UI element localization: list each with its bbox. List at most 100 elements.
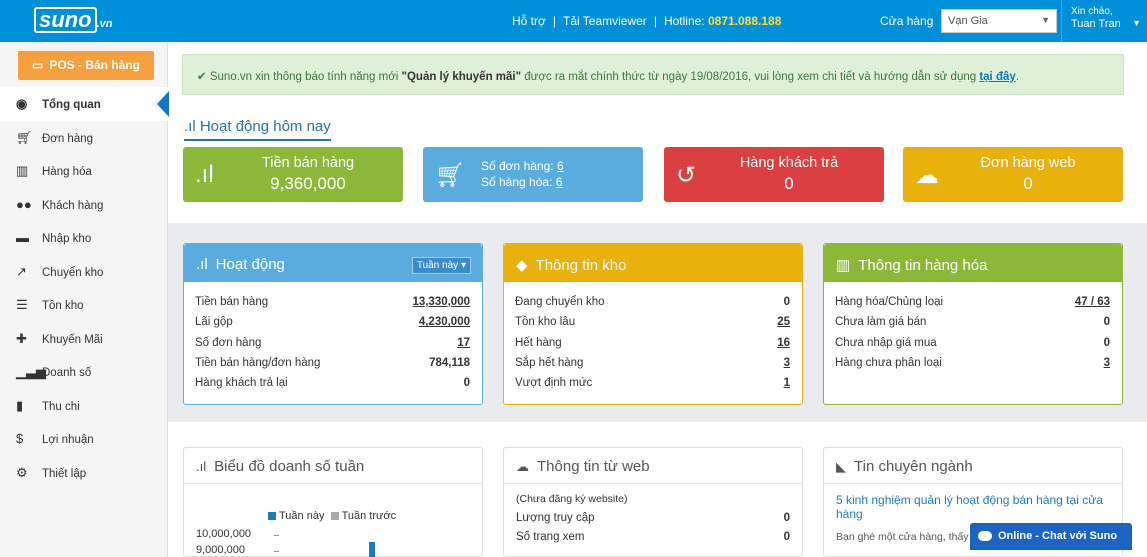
stock-row: Đang chuyển kho 0 [515,296,790,308]
check-icon: ✔ [197,71,207,83]
stock-row: Hết hàng 16 [515,336,790,349]
goods-panel: ▥ Thông tin hàng hóa Hàng hóa/Chủng loại 4… [823,243,1123,405]
goods-header: ▥ Thông tin hàng hóa [824,244,1122,282]
chat-button[interactable]: Online - Chat với Suno [970,523,1132,550]
truck-icon: ▬ [16,230,29,245]
tag-icon: ◆ [516,257,528,274]
sidebar-item-customers[interactable]: ●● Khách hàng [0,188,168,222]
goods-row: Hàng chưa phân loại 3 [835,356,1110,369]
news-header: ◣ Tin chuyên ngành [824,448,1122,484]
kpi-web-orders[interactable]: ☁ Đơn hàng web 0 [903,147,1123,202]
store-select[interactable]: Vạn Gia ▼ [941,9,1057,33]
goods-row: Hàng hóa/Chủng loại 47 / 63 [835,296,1110,308]
stock-row: Sắp hết hàng 3 [515,356,790,369]
pos-button[interactable]: ▭ POS - Bán hàng [18,51,154,80]
list-icon: ☰ [16,297,28,312]
sales-chart-panel: .ıl Biểu đồ doanh số tuần Tuần này Tuần t… [183,447,483,557]
sidebar-item-inventory[interactable]: ☰ Tồn kho [0,288,168,322]
items-count-link[interactable]: 6 [555,175,563,189]
kpi-sales[interactable]: .ıl Tiền bán hàng 9,360,000 [183,147,403,202]
activity-row: Số đơn hàng 17 [195,336,470,349]
chart-bar [369,542,375,557]
top-links: Hỗ trợ | Tải Teamviewer | Hotline: 0871.088.… [512,14,782,28]
file-icon: ▮ [16,397,24,413]
sidebar-item-cashflow[interactable]: ▮ Thu chi [0,389,168,423]
caret-down-icon: ▼ [1132,18,1141,28]
y-tick-mark [274,535,279,536]
sidebar-item-profit[interactable]: $ Lợi nhuận [0,422,168,456]
rss-icon: ◣ [836,459,846,474]
store-label: Cửa hàng [880,14,934,28]
stock-row: Tồn kho lâu 25 [515,316,790,329]
signal-icon: .ıl [196,459,207,474]
y-tick-mark [274,551,279,552]
chevron-down-icon: ▼ [1041,15,1050,25]
barcode-icon: ▥ [836,257,851,274]
activity-row: Tiền bán hàng 13,330,000 [195,296,470,308]
goods-row: Chưa nhập giá mua 0 [835,336,1110,349]
activity-row: Lãi gộp 4,230,000 [195,316,470,329]
dollar-icon: $ [16,431,24,446]
web-info-header: ☁ Thông tin từ web [504,448,802,484]
cloud-icon: ☁ [915,162,939,189]
sidebar-item-sales[interactable]: ▁▃▅Doanh số [0,355,168,389]
hotline-label: Hotline: [663,14,705,28]
sidebar: ▭ POS - Bán hàng ◉ Tổng quan 🛒︎ Đơn hàng ▥ H… [0,42,169,557]
share-icon: ↗ [16,263,27,279]
notice-link[interactable]: tại đây [979,71,1016,83]
chat-bubble-icon [978,531,992,542]
support-link[interactable]: Hỗ trợ [512,14,546,28]
y-tick-label: 10,000,000 [196,528,252,540]
notice-banner: ✔ Suno.vn xin thông báo tính năng mới "Q… [182,54,1124,95]
stock-panel: ◆ Thông tin kho Đang chuyển kho 0 Tồn kho … [503,243,803,405]
legend-swatch-this-week [268,512,276,521]
dashboard-icon: ◉ [16,96,28,111]
news-headline-link[interactable]: 5 kinh nghiệm quản lý hoạt động bán hàng… [836,493,1103,521]
sidebar-item-promotion[interactable]: ✚ Khuyến Mãi [0,322,168,356]
cart-icon: 🛒︎ [16,129,33,145]
orders-count-link[interactable]: 6 [556,159,564,173]
sidebar-item-import[interactable]: ▬ Nhập kho [0,221,168,255]
suno-logo[interactable]: suno .vn [34,7,112,33]
legend-swatch-last-week [330,512,339,521]
teamviewer-link[interactable]: Tải Teamviewer [563,14,647,28]
activity-row: Hàng khách trả lại 0 [195,377,470,390]
activity-header: .ıl Hoạt động Tuần này ▾ [184,244,482,282]
chart-legend: Tuần này Tuần trước [268,510,396,522]
hotline-number: 0871.088.188 [707,14,782,28]
main-content: ✔ Suno.vn xin thông báo tính năng mới "Q… [168,42,1147,557]
stock-header: ◆ Thông tin kho [504,244,802,282]
web-row: Số trang xem 0 [516,531,790,543]
legend-this-week[interactable]: Tuần này [279,510,325,522]
activity-panel: .ıl Hoạt động Tuần này ▾ Tiền bán hàng 13,… [183,243,483,405]
signal-icon: .ıl [196,256,208,273]
top-bar: suno .vn Hỗ trợ | Tải Teamviewer | Hotline: 0… [0,0,1147,42]
chart-panel-header: .ıl Biểu đồ doanh số tuần [184,448,482,484]
web-row: Lượng truy cập 0 [516,512,790,524]
news-excerpt: Bạn ghé một cửa hàng, thấy [836,531,969,543]
user-name: Tuan Tran [1071,18,1121,30]
sidebar-item-orders[interactable]: 🛒︎ Đơn hàng [0,121,168,155]
kpi-returns[interactable]: ↺ Hàng khách trả 0 [664,147,884,202]
sidebar-nav: ◉ Tổng quan 🛒︎ Đơn hàng ▥ Hàng hóa ●● Khách … [0,87,169,490]
cart-icon: 🛒︎ [435,162,466,189]
monitor-icon: ▭ [31,58,44,72]
sidebar-item-transfer[interactable]: ↗ Chuyển kho [0,255,168,289]
sidebar-item-overview[interactable]: ◉ Tổng quan [0,87,169,121]
stock-row: Vượt định mức 1 [515,377,790,390]
signal-icon: ▁▃▅ [16,364,46,379]
activity-row: Tiền bán hàng/đơn hàng 784,118 [195,356,470,369]
cloud-icon: ☁ [516,459,529,474]
kpi-orders[interactable]: 🛒︎ Số đơn hàng: 6 Số hàng hóa: 6 [423,147,643,202]
gift-icon: ✚ [16,330,27,346]
sidebar-item-products[interactable]: ▥ Hàng hóa [0,154,168,188]
sidebar-item-settings[interactable]: ⚙ Thiết lập [0,456,168,490]
legend-last-week[interactable]: Tuần trước [341,510,397,522]
barcode-icon: ▥ [16,163,29,178]
user-menu[interactable]: Xin chào, Tuan Tran ▼ [1061,0,1147,42]
undo-icon: ↺ [676,162,697,189]
signal-icon: .ıl [184,118,200,135]
period-dropdown[interactable]: Tuần này ▾ [411,257,471,274]
users-icon: ●● [16,196,32,212]
news-panel: ◣ Tin chuyên ngành 5 kinh nghiệm quản lý … [823,447,1123,557]
